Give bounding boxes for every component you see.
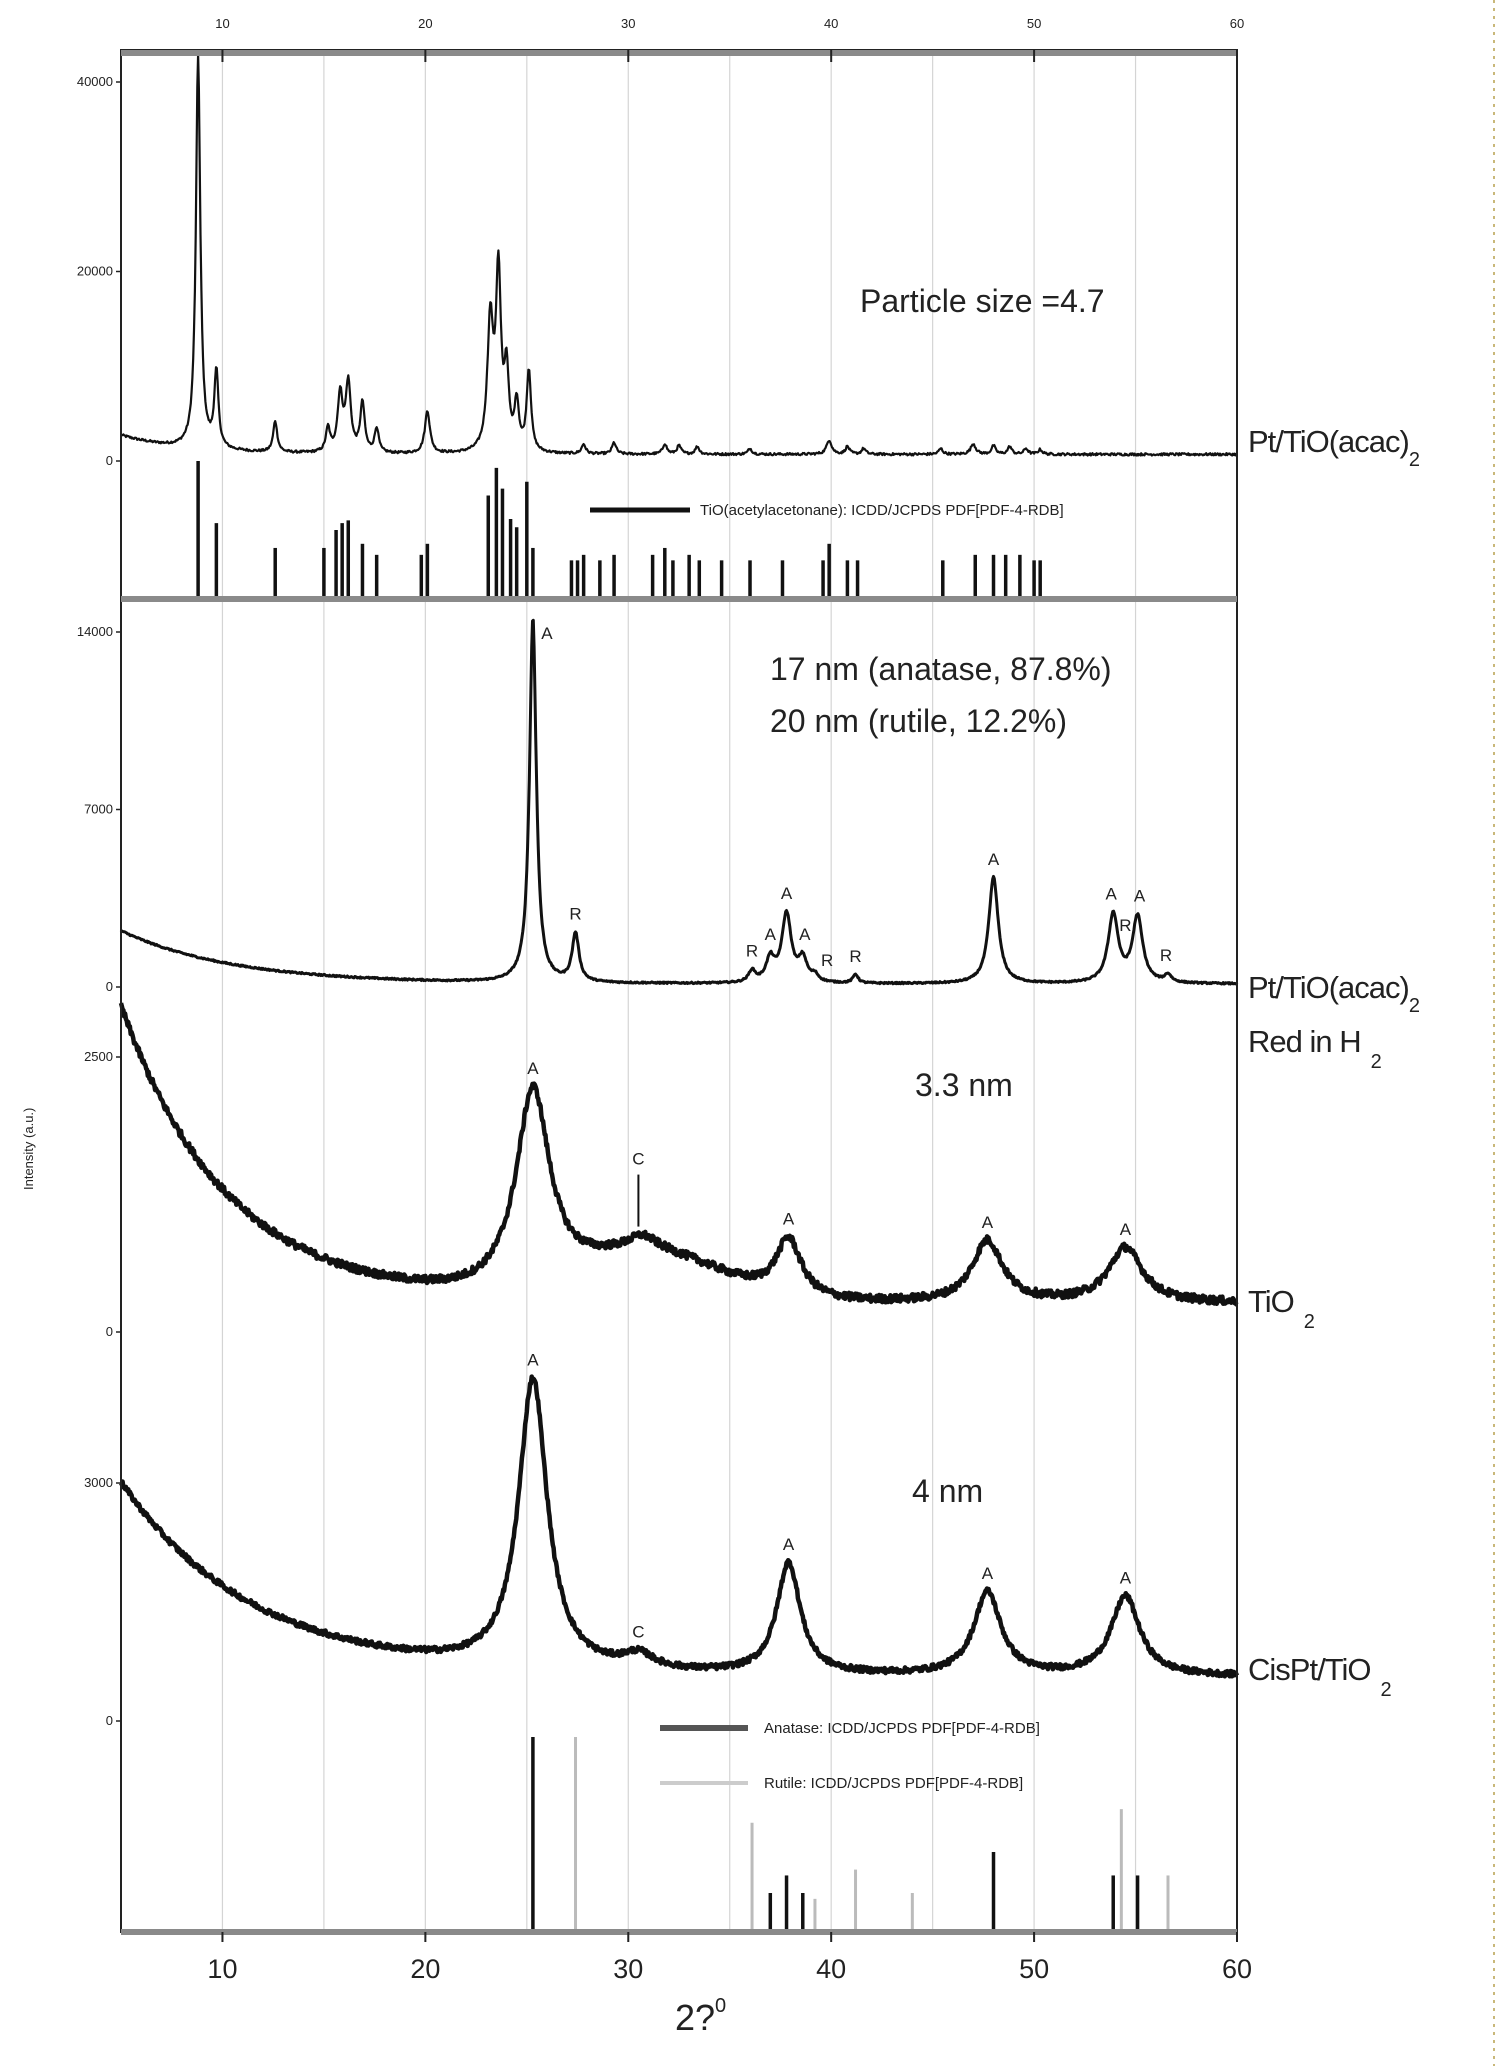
axis-band <box>121 596 1237 602</box>
legend-text-anatase: Anatase: ICDD/JCPDS PDF[PDF-4-RDB] <box>764 1720 1040 1737</box>
peak-label: A <box>783 1535 795 1554</box>
legend-anatase: Anatase: ICDD/JCPDS PDF[PDF-4-RDB] <box>660 1720 1040 1737</box>
sample-label-tio2: TiO2 <box>1248 1284 1315 1333</box>
peak-label: R <box>1119 916 1131 935</box>
peak-label: A <box>783 1210 795 1229</box>
axis-band <box>121 1929 1237 1935</box>
sample-label-pt-tio-acac: Pt/TiO(acac)2 <box>1248 424 1420 471</box>
y-axis-label: Intensity (a.u.) <box>21 1108 36 1190</box>
xrd-curve-3 <box>119 1374 1240 1679</box>
peak-label: R <box>821 951 833 970</box>
sample-label-cispt-tio2: CisPt/TiO2 <box>1248 1652 1391 1701</box>
sample-label-red-in-h2: Red in H2 <box>1248 1024 1382 1073</box>
x-tick-label: 30 <box>613 1954 643 1984</box>
peak-label: R <box>849 947 861 966</box>
peak-label: C <box>632 1150 644 1169</box>
curves <box>118 53 1240 1679</box>
x-tick-label-top: 30 <box>621 16 635 31</box>
legend-rutile: Rutile: ICDD/JCPDS PDF[PDF-4-RDB] <box>660 1775 1023 1792</box>
y-tick-label: 0 <box>106 1713 113 1728</box>
peak-label: A <box>982 1213 994 1232</box>
xrd-curve-0 <box>120 53 1238 457</box>
peak-label: A <box>765 925 777 944</box>
peak-label: A <box>988 850 1000 869</box>
x-tick-label: 50 <box>1019 1954 1049 1984</box>
legend-tioacac: TiO(acetylacetonane): ICDD/JCPDS PDF[PDF… <box>590 502 1064 519</box>
peak-label: A <box>781 884 793 903</box>
y-tick-label: 0 <box>106 453 113 468</box>
peak-label: C <box>632 1623 644 1642</box>
y-tick-label: 2500 <box>84 1049 113 1064</box>
x-tick-label-top: 40 <box>824 16 838 31</box>
plot-frame <box>120 49 1238 1935</box>
y-tick-label: 3000 <box>84 1475 113 1490</box>
x-tick-label-top: 50 <box>1027 16 1041 31</box>
annotation-tio2-size: 3.3 nm <box>915 1067 1013 1103</box>
annotation-particle-size: Particle size =4.7 <box>860 283 1105 319</box>
x-tick-label-top: 20 <box>418 16 432 31</box>
x-tick-label: 20 <box>410 1954 440 1984</box>
x-tick-label-top: 10 <box>215 16 229 31</box>
annotation-anatase-size: 17 nm (anatase, 87.8%) <box>770 651 1112 687</box>
peak-label: A <box>541 624 553 643</box>
peak-label: A <box>1120 1220 1132 1239</box>
annotation-rutile-size: 20 nm (rutile, 12.2%) <box>770 703 1067 739</box>
peak-label: R <box>746 941 758 960</box>
y-tick-label: 0 <box>106 979 113 994</box>
plot-border <box>120 49 1238 1933</box>
reference-bars <box>196 461 1170 1932</box>
x-tick-label: 40 <box>816 1954 846 1984</box>
legend-text-rutile: Rutile: ICDD/JCPDS PDF[PDF-4-RDB] <box>764 1775 1023 1792</box>
peak-label: R <box>1160 946 1172 965</box>
peak-label: A <box>527 1059 539 1078</box>
xrd-curve-1 <box>119 618 1239 986</box>
peak-label: A <box>982 1564 994 1583</box>
x-tick-label: 60 <box>1222 1954 1252 1984</box>
grid-lines <box>221 50 1137 1932</box>
legend-text-tioacac: TiO(acetylacetonane): ICDD/JCPDS PDF[PDF… <box>700 502 1064 519</box>
x-axis-label: 2?0 <box>675 1995 726 2038</box>
annotation-cispt-size: 4 nm <box>912 1473 983 1509</box>
x-tick-label: 10 <box>207 1954 237 1984</box>
axis-ticks: 10 10 20 20 30 30 40 40 50 50 60 60 0 20000 40000 0 7000… <box>77 16 1252 1984</box>
y-tick-label: 14000 <box>77 624 113 639</box>
y-tick-label: 40000 <box>77 74 113 89</box>
peak-label: A <box>527 1351 539 1370</box>
x-tick-label-top: 60 <box>1230 16 1244 31</box>
y-tick-label: 20000 <box>77 264 113 279</box>
y-tick-label: 0 <box>106 1324 113 1339</box>
peak-label: R <box>569 904 581 923</box>
peak-label: A <box>1134 887 1146 906</box>
y-tick-label: 7000 <box>84 802 113 817</box>
peak-label: A <box>1106 884 1118 903</box>
axis-band <box>121 50 1237 56</box>
xrd-curve-2 <box>118 1002 1239 1307</box>
peak-label: A <box>799 925 811 944</box>
sample-label-pt-tio-acac-red: Pt/TiO(acac)2 <box>1248 970 1420 1017</box>
peak-label: A <box>1120 1569 1132 1588</box>
